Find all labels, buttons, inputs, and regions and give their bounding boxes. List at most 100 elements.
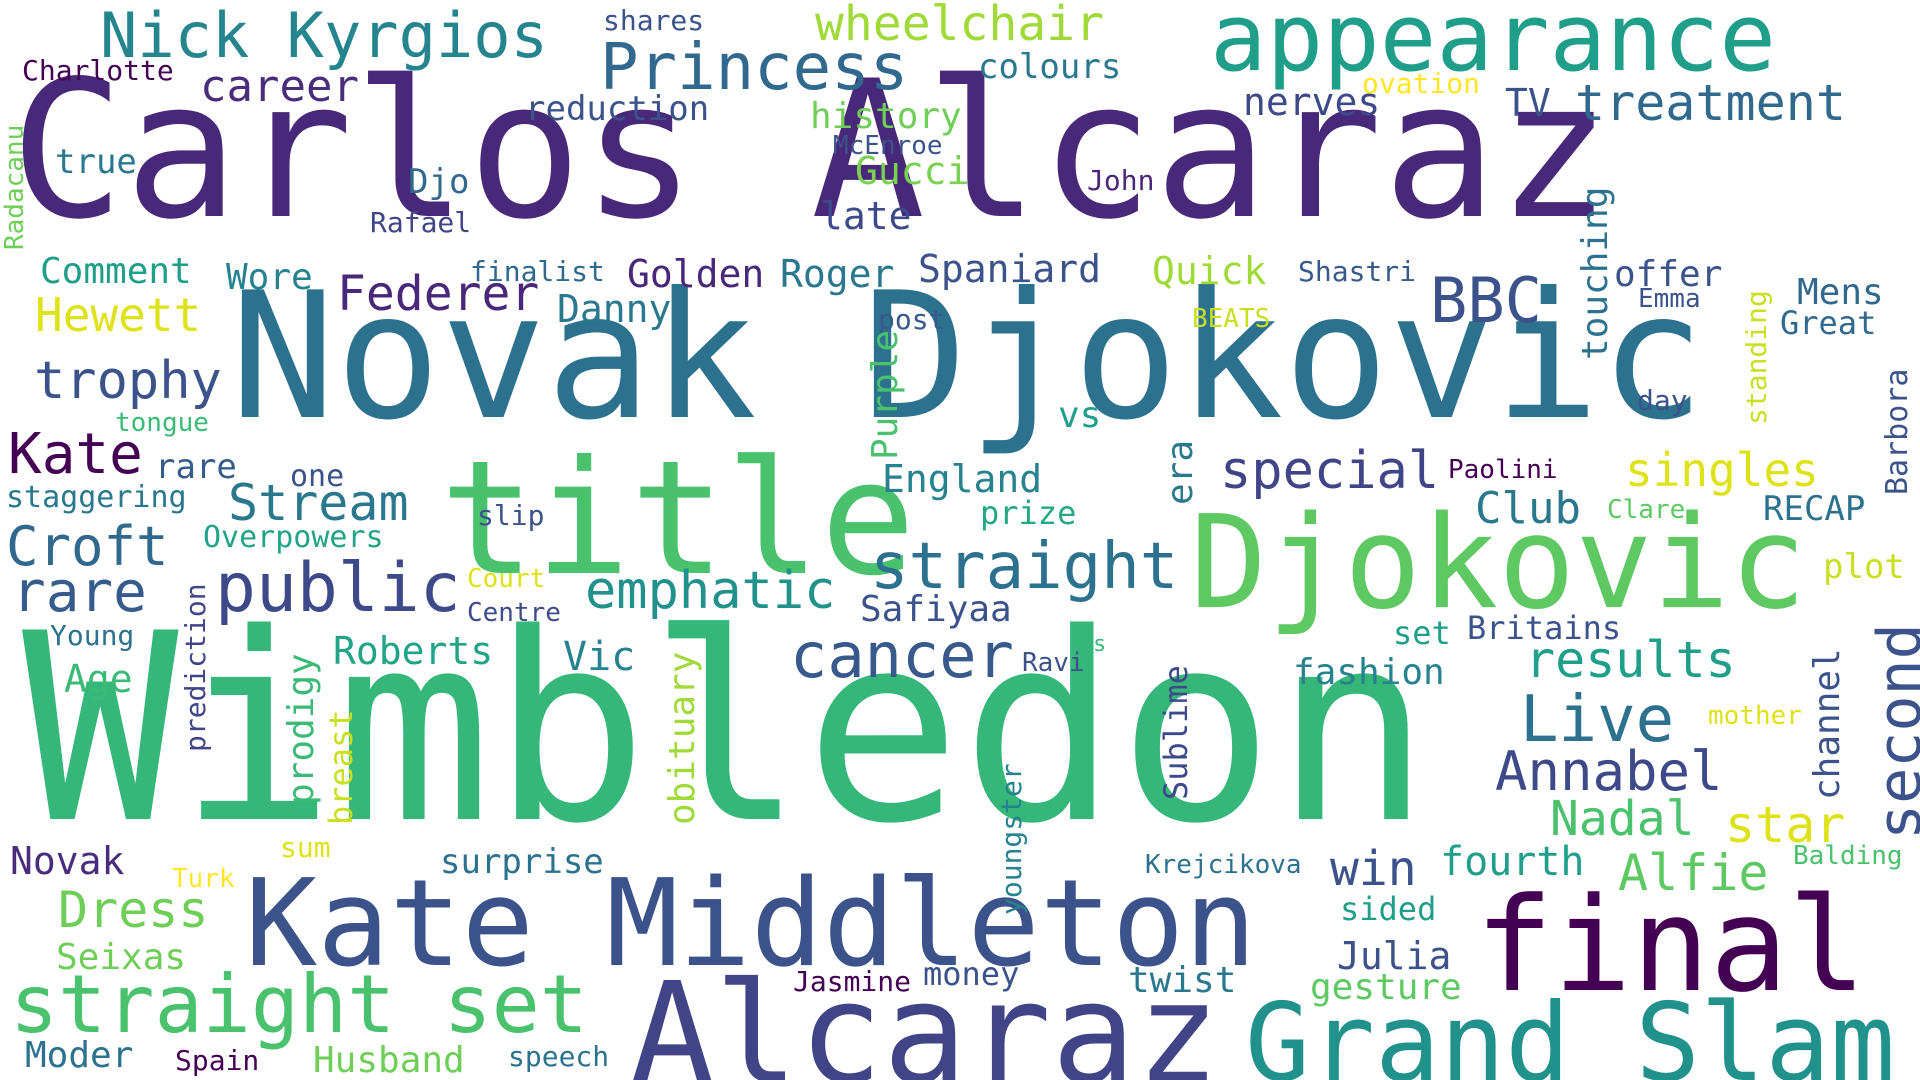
word-krejcikova: Krejcikova bbox=[1145, 850, 1302, 880]
word-seixas: Seixas bbox=[56, 937, 187, 978]
word-offer: offer bbox=[1614, 254, 1723, 295]
word-trophy: trophy bbox=[34, 351, 222, 411]
word-star: star bbox=[1725, 796, 1846, 854]
word-nerves: nerves bbox=[1243, 80, 1381, 124]
word-wheelchair: wheelchair bbox=[815, 0, 1104, 52]
word-federer: Federer bbox=[337, 266, 540, 322]
word-wimbledon: Wimbledon bbox=[22, 579, 1431, 881]
word-recap: RECAP bbox=[1763, 489, 1866, 529]
word-live: Live bbox=[1520, 683, 1675, 757]
word-reduction: reduction bbox=[525, 89, 710, 129]
word-alfie: Alfie bbox=[1618, 844, 1769, 902]
word-emphatic: emphatic bbox=[585, 561, 836, 621]
word-final: final bbox=[1475, 869, 1867, 1021]
word-plot: plot bbox=[1823, 547, 1905, 587]
word-club: Club bbox=[1475, 483, 1581, 534]
word-comment: Comment bbox=[40, 251, 192, 292]
word-golden: Golden bbox=[627, 252, 765, 296]
word-britains: Britains bbox=[1467, 609, 1622, 647]
word-roberts: Roberts bbox=[333, 629, 494, 673]
word-finalist: finalist bbox=[470, 255, 605, 288]
word-win: win bbox=[1330, 841, 1417, 897]
word-djo: Djo bbox=[408, 162, 470, 202]
word-john: John bbox=[1087, 164, 1155, 197]
word-danny: Danny bbox=[557, 287, 672, 331]
word-colours: colours bbox=[978, 47, 1122, 87]
word-ravi: Ravi bbox=[1022, 648, 1085, 678]
word-mcenroe: McEnroe bbox=[833, 131, 943, 161]
word-breast: breast bbox=[322, 709, 360, 825]
word-speech: speech bbox=[508, 1040, 610, 1073]
word-sum: sum bbox=[280, 831, 331, 864]
word-prodigy: prodigy bbox=[281, 653, 322, 805]
word-s: s bbox=[1093, 632, 1107, 657]
word-young: Young bbox=[50, 619, 135, 652]
word-era: era bbox=[1160, 439, 1201, 505]
word-mens: Mens bbox=[1797, 272, 1884, 313]
word-wore: Wore bbox=[226, 257, 313, 298]
word-tongue: tongue bbox=[115, 408, 209, 438]
word-gesture: gesture bbox=[1310, 967, 1462, 1008]
word-gucci: Gucci bbox=[855, 149, 970, 193]
word-moder: Moder bbox=[25, 1035, 134, 1076]
word-true: true bbox=[55, 142, 137, 182]
word-surprise: surprise bbox=[440, 842, 604, 882]
word-radacanu: Radacanu bbox=[0, 124, 30, 250]
word-great: Great bbox=[1780, 304, 1877, 342]
word-slip: slip bbox=[477, 499, 545, 532]
word-julia: Julia bbox=[1337, 934, 1452, 978]
word-appearance: appearance bbox=[1210, 0, 1776, 93]
word-tv: TV bbox=[1505, 81, 1551, 125]
word-turk: Turk bbox=[172, 864, 235, 894]
word-youngster: youngster bbox=[995, 763, 1028, 915]
word-straight: straight bbox=[870, 530, 1179, 604]
word-shastri: Shastri bbox=[1298, 255, 1417, 288]
word-nadal: Nadal bbox=[1550, 791, 1695, 847]
word-novak-djokovic: Novak Djokovic bbox=[230, 256, 1706, 459]
word-clare: Clare bbox=[1607, 495, 1686, 525]
word-standing: standing bbox=[1740, 290, 1773, 425]
word-obituary: obituary bbox=[662, 651, 703, 825]
word-rare-small: rare bbox=[155, 447, 237, 487]
word-nick-kyrgios: Nick Kyrgios bbox=[100, 0, 548, 72]
word-carlos-alcaraz: Carlos Alcaraz bbox=[10, 40, 1612, 261]
word-balding: Balding bbox=[1793, 841, 1903, 871]
word-purple: Purple bbox=[865, 329, 906, 460]
word-title: title bbox=[440, 427, 916, 611]
word-safiyaa: Safiyaa bbox=[860, 589, 1012, 630]
word-age: Age bbox=[64, 657, 133, 701]
word-money: money bbox=[923, 955, 1020, 993]
word-channel: channel bbox=[1807, 648, 1848, 800]
word-jasmine: Jasmine bbox=[793, 965, 912, 998]
word-staggering: staggering bbox=[6, 480, 187, 515]
word-rare-large: rare bbox=[12, 560, 147, 625]
word-kate: Kate bbox=[8, 422, 143, 487]
word-late: late bbox=[820, 194, 912, 238]
word-career: career bbox=[200, 61, 359, 112]
word-set: set bbox=[1393, 614, 1451, 652]
word-spaniard: Spaniard bbox=[918, 247, 1102, 291]
word-post: post bbox=[878, 303, 946, 336]
word-public: public bbox=[215, 549, 461, 628]
word-sided: sided bbox=[1340, 890, 1437, 928]
word-spain: Spain bbox=[175, 1044, 260, 1077]
word-court: Court bbox=[467, 564, 546, 594]
word-straight-set: straight set bbox=[10, 958, 588, 1051]
word-vs: vs bbox=[1058, 395, 1102, 436]
word-quick: Quick bbox=[1152, 249, 1267, 293]
word-history: history bbox=[810, 96, 962, 137]
word-husband: Husband bbox=[313, 1040, 465, 1080]
word-second: second bbox=[1865, 623, 1920, 840]
word-rafael: Rafael bbox=[370, 206, 472, 239]
word-annabel: Annabel bbox=[1495, 740, 1723, 803]
word-vic: Vic bbox=[563, 634, 636, 680]
word-emma: Emma bbox=[1638, 284, 1701, 314]
word-prize: prize bbox=[980, 494, 1077, 532]
word-sublime: Sublime bbox=[1157, 665, 1195, 800]
word-cancer: cancer bbox=[790, 619, 1014, 692]
word-centre: Centre bbox=[467, 598, 561, 628]
word-hewett: Hewett bbox=[35, 288, 202, 342]
word-bbc: BBC bbox=[1430, 264, 1542, 337]
word-djokovic: Djokovic bbox=[1190, 489, 1807, 638]
